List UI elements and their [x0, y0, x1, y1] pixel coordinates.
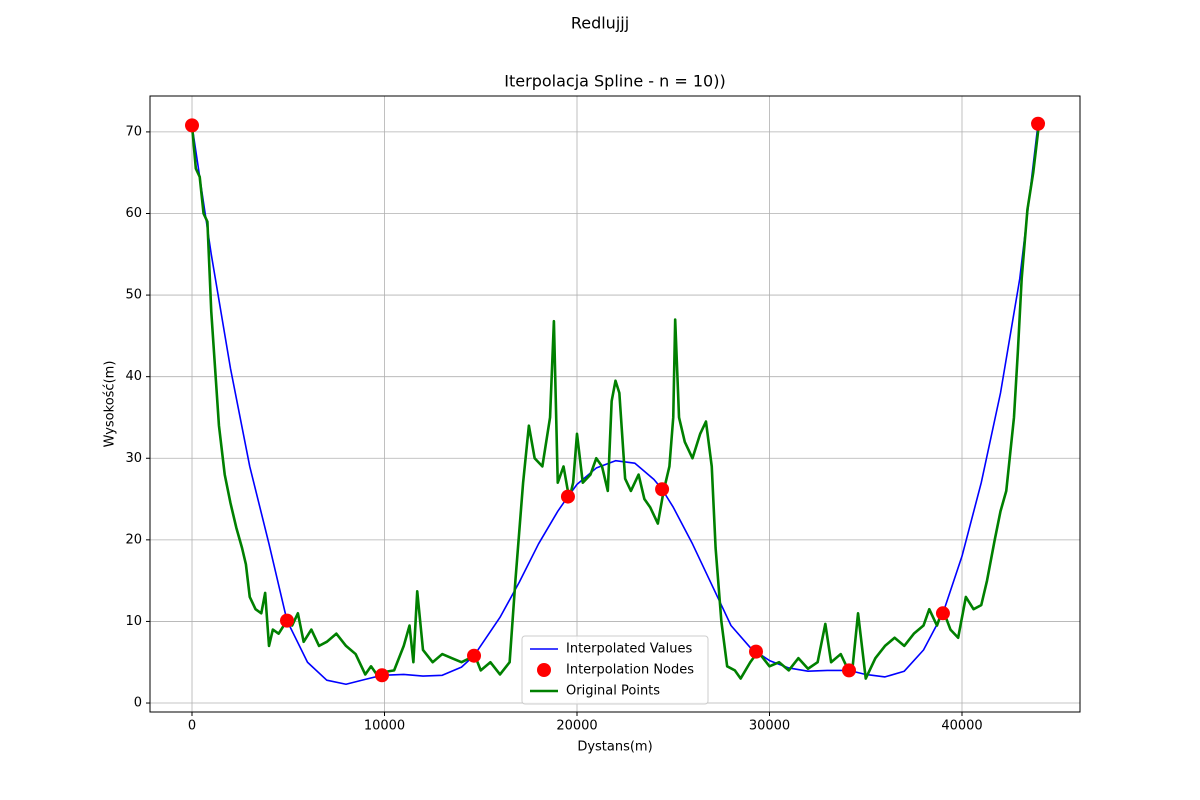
y-tick-label: 60 — [125, 206, 142, 221]
y-tick-label: 40 — [125, 369, 142, 384]
y-tick-label: 0 — [134, 696, 142, 711]
y-tick-label: 10 — [125, 614, 142, 629]
node-marker — [842, 663, 857, 678]
legend-box — [521, 635, 709, 705]
x-tick-label: 30000 — [749, 719, 790, 734]
y-tick-label: 50 — [125, 288, 142, 303]
axes-frame — [149, 95, 1081, 713]
node-marker — [185, 118, 200, 133]
x-tick-label: 10000 — [364, 719, 405, 734]
node-marker — [655, 482, 670, 497]
node-marker — [280, 613, 295, 628]
suptitle: Redlujjj — [571, 14, 629, 33]
node-marker — [935, 606, 950, 621]
x-axis-label: Dystans(m) — [577, 740, 652, 755]
node-marker — [749, 644, 764, 659]
y-tick-label: 20 — [125, 532, 142, 547]
legend-label: Interpolated Values — [566, 642, 692, 657]
node-marker — [467, 648, 482, 663]
node-marker — [560, 489, 575, 504]
legend-label: Original Points — [566, 684, 660, 699]
y-tick-label: 30 — [125, 451, 142, 466]
x-tick-label: 20000 — [556, 719, 597, 734]
legend-marker — [537, 663, 551, 677]
series-line — [190, 123, 1041, 680]
legend-label: Interpolation Nodes — [566, 663, 694, 678]
node-marker — [374, 668, 389, 683]
chart-title: Iterpolacja Spline - n = 10)) — [504, 72, 725, 91]
x-tick-label: 40000 — [941, 719, 982, 734]
x-tick-label: 0 — [188, 719, 196, 734]
node-marker — [1031, 116, 1046, 131]
y-axis-label: Wysokość(m) — [103, 361, 118, 448]
y-tick-label: 70 — [125, 124, 142, 139]
